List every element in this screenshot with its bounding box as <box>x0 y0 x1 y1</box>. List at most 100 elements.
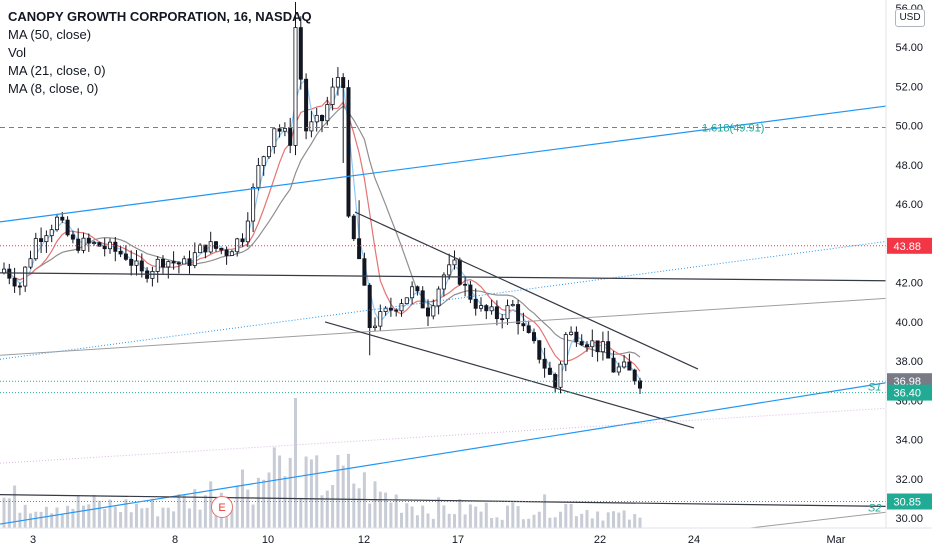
candle[interactable] <box>192 242 197 269</box>
candle[interactable] <box>362 252 367 286</box>
candle[interactable] <box>266 145 271 159</box>
candle[interactable] <box>272 128 277 154</box>
candle[interactable] <box>425 299 430 327</box>
candle[interactable] <box>12 267 17 293</box>
candle[interactable] <box>622 354 627 369</box>
candle[interactable] <box>606 330 611 359</box>
candle[interactable] <box>436 286 441 315</box>
candle[interactable] <box>638 377 643 395</box>
candle[interactable] <box>394 308 399 317</box>
candle[interactable] <box>431 299 436 320</box>
candle[interactable] <box>33 232 38 261</box>
candle[interactable] <box>600 331 605 361</box>
candle[interactable] <box>198 243 203 254</box>
candle[interactable] <box>113 237 118 262</box>
currency-button[interactable]: USD <box>895 9 925 27</box>
ma50-line[interactable] <box>3 105 641 358</box>
candle[interactable] <box>176 261 181 274</box>
candle[interactable] <box>150 266 155 287</box>
candle[interactable] <box>452 250 457 270</box>
candle[interactable] <box>256 157 261 191</box>
candle[interactable] <box>23 266 28 292</box>
candle[interactable] <box>319 114 324 133</box>
candle[interactable] <box>229 249 234 256</box>
candle[interactable] <box>208 231 213 254</box>
candle[interactable] <box>585 341 590 352</box>
candle[interactable] <box>632 368 637 385</box>
ma21-line[interactable] <box>3 99 641 372</box>
candle[interactable] <box>102 238 107 257</box>
s2-price-tag[interactable] <box>887 493 932 510</box>
candle[interactable] <box>547 361 552 376</box>
candle[interactable] <box>357 200 362 260</box>
upper-blue-channel-line[interactable] <box>0 105 887 223</box>
candle[interactable] <box>28 250 33 269</box>
legend-ma50[interactable]: MA (50, close) <box>8 27 92 42</box>
candle[interactable] <box>463 277 468 297</box>
candle[interactable] <box>590 329 595 358</box>
candle[interactable] <box>44 230 49 253</box>
candle[interactable] <box>569 326 574 336</box>
candle[interactable] <box>367 283 372 356</box>
lower-blue-channel-line[interactable] <box>0 382 887 525</box>
candle[interactable] <box>542 347 547 378</box>
candle[interactable] <box>187 250 192 274</box>
candle[interactable] <box>118 246 123 258</box>
candle[interactable] <box>86 233 91 252</box>
candle[interactable] <box>155 256 160 283</box>
candle[interactable] <box>240 233 245 247</box>
candle[interactable] <box>245 212 250 248</box>
candle[interactable] <box>251 183 256 233</box>
candle[interactable] <box>17 282 22 296</box>
candle[interactable] <box>304 73 309 140</box>
earnings-marker[interactable]: E <box>211 496 233 518</box>
candle[interactable] <box>224 246 229 265</box>
candle[interactable] <box>65 216 70 237</box>
candle[interactable] <box>579 334 584 346</box>
candle[interactable] <box>70 230 75 244</box>
candle[interactable] <box>171 251 176 270</box>
candle[interactable] <box>473 288 478 316</box>
candle[interactable] <box>468 280 473 304</box>
candle[interactable] <box>129 250 134 276</box>
candle[interactable] <box>420 286 425 309</box>
candle[interactable] <box>49 224 54 243</box>
candle[interactable] <box>595 340 600 362</box>
candle[interactable] <box>346 79 351 218</box>
wedge-upper-line[interactable] <box>354 211 699 370</box>
bottom-gray-line[interactable] <box>749 511 887 529</box>
candle[interactable] <box>134 250 139 276</box>
candle[interactable] <box>558 361 563 394</box>
candle[interactable] <box>39 227 44 254</box>
candle[interactable] <box>76 228 81 254</box>
candle[interactable] <box>335 67 340 96</box>
candle[interactable] <box>293 2 298 156</box>
candle[interactable] <box>351 214 356 242</box>
candle[interactable] <box>388 297 393 317</box>
candle[interactable] <box>341 73 346 163</box>
legend-ma8[interactable]: MA (8, close, 0) <box>8 81 99 96</box>
candle[interactable] <box>330 77 335 111</box>
candle[interactable] <box>383 306 388 316</box>
candle[interactable] <box>123 245 128 261</box>
candle[interactable] <box>404 297 409 305</box>
candle[interactable] <box>415 285 420 296</box>
candle[interactable] <box>510 299 515 307</box>
candle[interactable] <box>288 117 293 154</box>
legend-ma21[interactable]: MA (21, close, 0) <box>8 63 106 78</box>
candle[interactable] <box>92 240 97 246</box>
candle[interactable] <box>139 253 144 278</box>
candle[interactable] <box>616 362 621 376</box>
candle[interactable] <box>213 241 218 252</box>
candle[interactable] <box>500 314 505 329</box>
candle[interactable] <box>7 263 12 285</box>
candle[interactable] <box>182 255 187 265</box>
dotted-blue-channel-line[interactable] <box>0 240 887 360</box>
candle[interactable] <box>160 255 165 274</box>
candle[interactable] <box>314 107 319 132</box>
candle[interactable] <box>219 247 224 255</box>
legend-vol[interactable]: Vol <box>8 45 27 60</box>
candle[interactable] <box>298 16 303 90</box>
candle[interactable] <box>399 298 404 317</box>
